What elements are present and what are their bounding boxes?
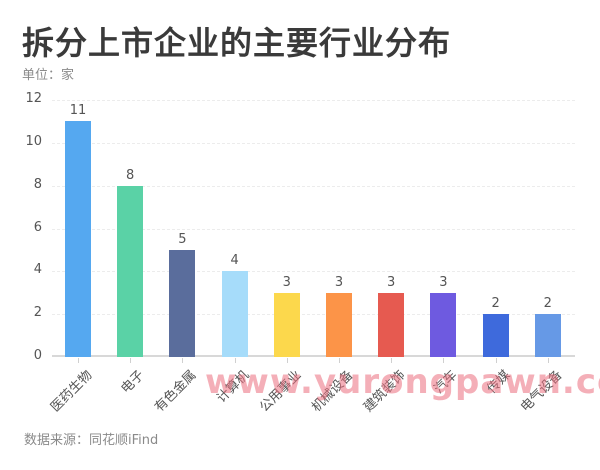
bar-value-label: 8 xyxy=(126,167,135,183)
bar[interactable] xyxy=(65,121,91,357)
x-tick xyxy=(391,358,393,363)
x-tick xyxy=(286,358,288,363)
x-axis-label: 有色金属 xyxy=(152,367,200,416)
bar[interactable] xyxy=(378,292,405,357)
bar-value-label: 3 xyxy=(387,274,396,290)
bar[interactable] xyxy=(482,314,509,357)
y-tick-label: 6 xyxy=(33,219,42,235)
y-tick-label: 2 xyxy=(33,305,42,321)
gridline xyxy=(52,142,575,144)
y-tick-label: 4 xyxy=(33,262,42,278)
unit-label: 单位：家 xyxy=(22,68,75,83)
y-tick-label: 10 xyxy=(25,133,42,149)
bar[interactable] xyxy=(430,292,457,357)
gridline xyxy=(52,271,575,273)
x-axis-label: 医药生物 xyxy=(48,367,96,416)
x-axis-label: 计算机 xyxy=(213,367,253,407)
chart-title: 拆分上市企业的主要行业分布 xyxy=(22,24,452,62)
bar-value-label: 11 xyxy=(69,103,87,119)
x-tick xyxy=(78,358,79,363)
bar-value-label: 2 xyxy=(491,296,500,312)
y-tick-label: 12 xyxy=(25,91,42,106)
bar-value-label: 5 xyxy=(178,231,187,247)
x-axis-label: 电气设备 xyxy=(517,367,566,416)
bar-value-label: 3 xyxy=(282,274,291,290)
gridline xyxy=(52,228,575,230)
bar[interactable] xyxy=(169,249,196,357)
bar[interactable] xyxy=(534,314,561,357)
x-axis-line xyxy=(52,355,575,357)
data-source: 数据来源：同花顺iFind xyxy=(24,433,159,448)
bar-value-label: 2 xyxy=(543,296,552,312)
x-tick xyxy=(182,358,184,363)
bar[interactable] xyxy=(326,292,352,357)
y-tick-label: 0 xyxy=(33,348,42,363)
x-tick xyxy=(130,358,132,363)
x-tick xyxy=(339,358,340,363)
x-axis-label: 机械设备 xyxy=(309,367,357,416)
bar-value-label: 3 xyxy=(334,274,344,290)
gridline xyxy=(52,100,575,101)
bar[interactable] xyxy=(221,271,248,357)
bar[interactable] xyxy=(273,292,300,357)
x-axis-label: 电子 xyxy=(118,367,148,397)
x-axis-label: 建筑装饰 xyxy=(361,367,409,416)
x-tick xyxy=(443,358,445,363)
x-axis-label: 汽车 xyxy=(431,367,461,397)
x-axis-label: 传媒 xyxy=(484,367,514,397)
gridline xyxy=(52,314,575,316)
x-tick xyxy=(547,358,549,363)
bar-value-label: 4 xyxy=(230,253,239,269)
gridline xyxy=(52,185,575,187)
bar-value-label: 3 xyxy=(439,274,448,290)
x-tick xyxy=(495,358,497,363)
x-tick xyxy=(234,358,236,363)
x-axis-label: 公用事业 xyxy=(256,367,305,416)
bar[interactable] xyxy=(117,185,144,357)
y-tick-label: 8 xyxy=(33,176,42,192)
plot-area: 0 2 4 6 8 10 12 11 医药生物 8 电子 5 有色金属 4 计算机 3 公用事业 3 机械设备 3 建筑… xyxy=(25,91,575,415)
